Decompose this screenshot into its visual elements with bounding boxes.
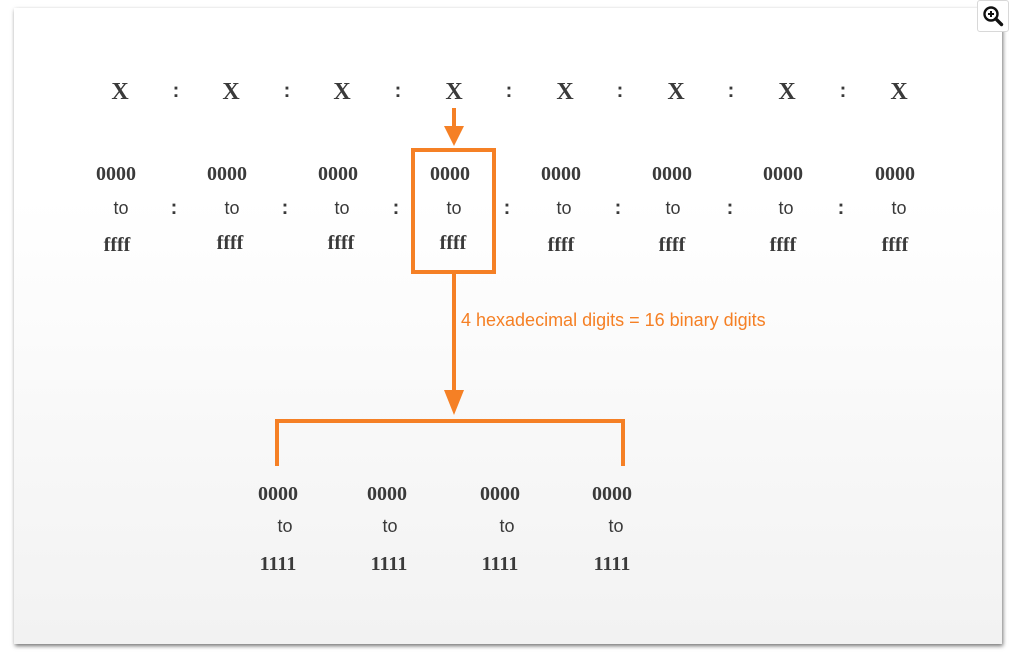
separator-colon: : [727,80,735,102]
hex-range-to: ffff [547,234,575,256]
short-arrow-head [444,126,464,146]
separator-colon: : [394,80,402,102]
separator-colon: : [614,197,622,219]
hex-range-from: 0000 [207,163,247,185]
separator-colon: : [283,80,291,102]
hex-range-to: ffff [769,234,797,256]
separator-colon: : [281,197,289,219]
group-x-label: X [111,79,129,105]
range-to-word: to [382,516,398,536]
binary-range-to: 1111 [370,553,408,575]
binary-range-from: 0000 [592,483,632,505]
diagram-card [14,8,1002,644]
range-to-word: to [778,198,794,218]
range-to-word: to [665,198,681,218]
separator-colon: : [170,197,178,219]
hex-range-to: ffff [327,232,355,254]
group-x-label: X [222,79,240,105]
separator-colon: : [839,80,847,102]
group-x-label: X [667,79,685,105]
hex-range-to: ffff [216,232,244,254]
separator-colon: : [505,80,513,102]
hex-range-from: 0000 [763,163,803,185]
separator-colon: : [392,197,400,219]
separator-colon: : [837,197,845,219]
range-to-word: to [113,198,129,218]
zoom-in-icon [983,6,1004,27]
hex-range-from: 0000 [318,163,358,185]
binary-range-from: 0000 [367,483,407,505]
range-to-word: to [224,198,240,218]
binary-range-from: 0000 [480,483,520,505]
hex-range-from: 0000 [652,163,692,185]
separator-colon: : [726,197,734,219]
binary-range-to: 1111 [481,553,519,575]
binary-range-to: 1111 [259,553,297,575]
hex-range-from: 0000 [430,163,470,185]
separator-colon: : [503,197,511,219]
separator-colon: : [172,80,180,102]
binary-range-from: 0000 [258,483,298,505]
group-x-label: X [556,79,574,105]
separator-colon: : [616,80,624,102]
group-x-label: X [445,79,463,105]
group-x-label: X [778,79,796,105]
hex-range-to: ffff [658,234,686,256]
hex-range-to: ffff [103,234,131,256]
group-x-label: X [333,79,351,105]
hex-range-to: ffff [881,234,909,256]
annotation-text: 4 hexadecimal digits = 16 binary digits [461,310,766,330]
hex-range-from: 0000 [541,163,581,185]
range-to-word: to [499,516,515,536]
range-to-word: to [446,198,462,218]
group-x-label: X [890,79,908,105]
binary-range-to: 1111 [593,553,631,575]
range-to-word: to [891,198,907,218]
hex-range-to: ffff [439,232,467,254]
hex-range-from: 0000 [875,163,915,185]
long-arrow-head [444,390,464,415]
range-to-word: to [334,198,350,218]
zoom-button[interactable] [977,0,1009,32]
bracket [275,419,625,466]
hex-range-from: 0000 [96,163,136,185]
range-to-word: to [556,198,572,218]
range-to-word: to [277,516,293,536]
range-to-word: to [608,516,624,536]
